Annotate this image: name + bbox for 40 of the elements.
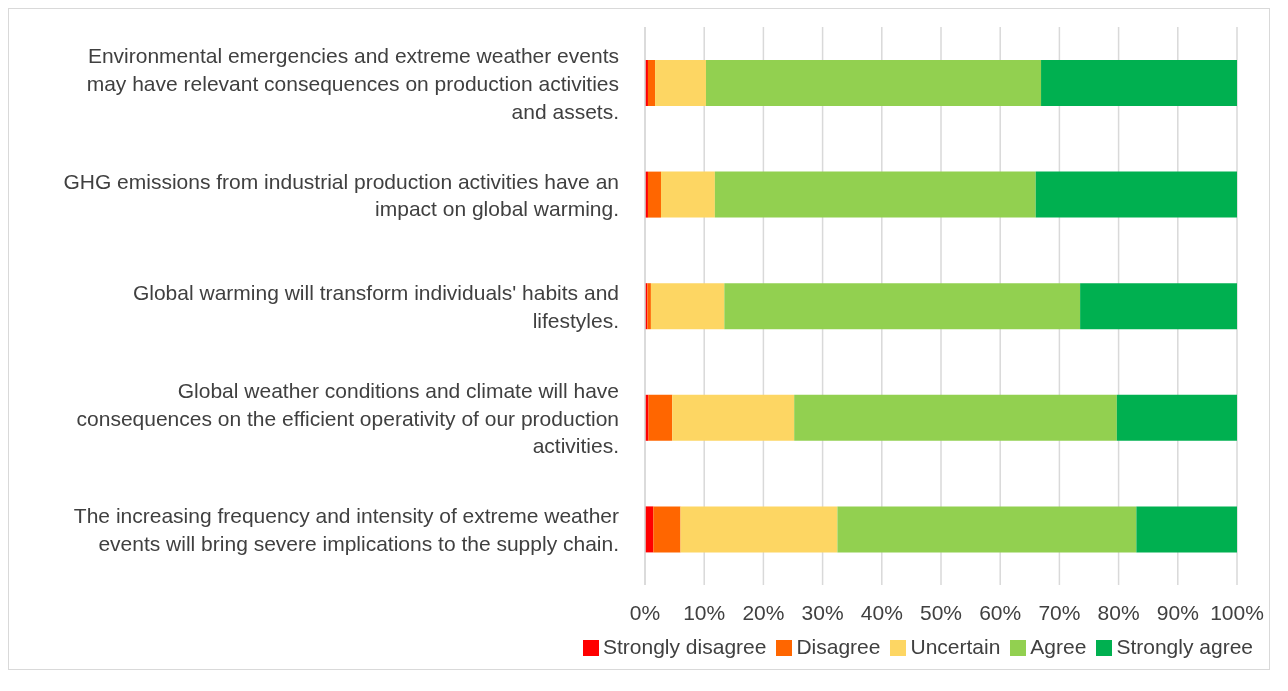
bar [648, 394, 673, 441]
bar [647, 60, 656, 106]
bar [1136, 506, 1237, 553]
y-tick-label: The increasing frequency and intensity of extreme weather events will bring severe implications to the supply chain. [73, 503, 619, 555]
y-tick-label: Global warming will transform individuals' habits and lifestyles. [132, 280, 619, 332]
legend-label: Uncertain [910, 635, 1001, 658]
bar [680, 506, 838, 553]
y-tick-label: GHG emissions from industrial production activities have an impact on global warming. [63, 169, 619, 220]
y-tick-label: Environmental emergencies and extreme weather events may have relevant consequences on production activities and assets. [86, 43, 619, 123]
x-tick-label: 0% [629, 600, 661, 624]
x-tick-label: 70% [1038, 600, 1081, 624]
bar [653, 506, 681, 553]
x-tick-label: 30% [801, 600, 844, 624]
x-tick-label: 90% [1156, 600, 1199, 624]
legend-label: Strongly agree [1116, 635, 1253, 658]
bar [1035, 171, 1237, 218]
bar [705, 60, 1042, 106]
bar [724, 283, 1081, 330]
x-tick-label: 100% [1210, 600, 1264, 624]
bar [647, 171, 661, 218]
x-tick-label: 60% [979, 600, 1022, 624]
bar [794, 394, 1117, 441]
bar [672, 394, 795, 441]
legend-label: Agree [1030, 635, 1087, 658]
legend-label: Strongly disagree [602, 635, 767, 658]
bar [660, 171, 715, 218]
bar [714, 171, 1036, 218]
bar [1080, 283, 1237, 330]
x-tick-label: 80% [1097, 600, 1140, 624]
legend-label: Disagree [796, 635, 881, 658]
bar [655, 60, 706, 106]
bar [1116, 394, 1237, 441]
bar [837, 506, 1137, 553]
x-tick-label: 10% [683, 600, 726, 624]
x-tick-label: 20% [742, 600, 785, 624]
y-tick-label: Global weather conditions and climate will have consequences on the efficient operativity of our production activities. [76, 378, 619, 457]
bar [1041, 60, 1237, 106]
x-tick-label: 50% [919, 600, 963, 624]
x-tick-label: 40% [860, 600, 903, 624]
bar [650, 283, 725, 330]
